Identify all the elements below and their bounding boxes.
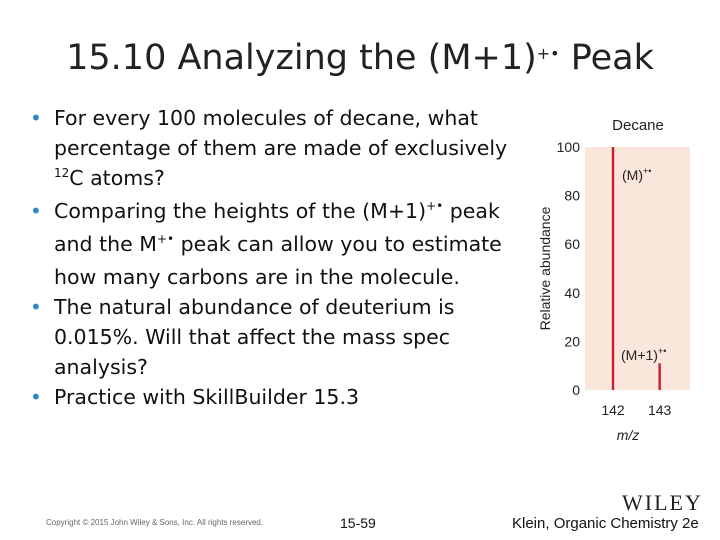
x-tick-labels: 142 143 bbox=[601, 402, 671, 418]
wiley-logo: WILEY bbox=[622, 490, 703, 515]
annotation-m-peak: (M)+• bbox=[622, 166, 651, 183]
y-tick-label: 40 bbox=[564, 285, 580, 301]
plot-area-band bbox=[585, 147, 690, 390]
y-tick-label: 0 bbox=[572, 382, 580, 398]
x-tick-label: 142 bbox=[601, 402, 625, 418]
x-axis-label: m/z bbox=[617, 427, 640, 443]
bullet-dot-icon: • bbox=[30, 385, 42, 409]
y-tick-label: 80 bbox=[564, 188, 580, 204]
annotation-m1-peak: (M+1)+• bbox=[621, 346, 666, 363]
y-tick-label: 60 bbox=[564, 236, 580, 252]
slide-title: 15.10 Analyzing the (M+1)+• Peak bbox=[0, 38, 720, 78]
bullet-item: • Comparing the heights of the (M+1)+• pe… bbox=[30, 196, 510, 292]
y-tick-label: 100 bbox=[557, 139, 581, 155]
page-number: 15-59 bbox=[340, 515, 376, 531]
bullet-dot-icon: • bbox=[30, 106, 42, 130]
bullet-item: • Practice with SkillBuilder 15.3 bbox=[30, 382, 510, 412]
title-superscript: +• bbox=[536, 44, 560, 63]
title-text: 15.10 Analyzing the (M+1) bbox=[66, 38, 537, 78]
chart-annotations: (M)+• (M+1)+• bbox=[621, 166, 666, 363]
y-axis-label: Relative abundance bbox=[537, 206, 553, 330]
book-citation: Klein, Organic Chemistry 2e bbox=[512, 515, 699, 532]
bullet-dot-icon: • bbox=[30, 295, 42, 319]
bullet-item: • For every 100 molecules of decane, what… bbox=[30, 103, 510, 196]
bullet-list: • For every 100 molecules of decane, what… bbox=[30, 103, 510, 412]
mass-spectrum-chart: Decane Relative abundance m/z 0 20 40 60 80 1… bbox=[537, 117, 690, 443]
x-tick-label: 143 bbox=[648, 402, 672, 418]
bar-mz-143 bbox=[658, 363, 661, 390]
chart-bars bbox=[611, 147, 661, 390]
chart-title: Decane bbox=[612, 117, 664, 134]
bullet-item: • The natural abundance of deuterium is 0… bbox=[30, 292, 510, 382]
y-tick-labels: 0 20 40 60 80 100 bbox=[557, 139, 581, 398]
plot-band bbox=[585, 147, 690, 390]
title-tail: Peak bbox=[559, 38, 654, 78]
copyright-notice: Copyright © 2015 John Wiley & Sons, Inc.… bbox=[46, 518, 264, 527]
y-tick-label: 20 bbox=[564, 333, 580, 349]
bullet-dot-icon: • bbox=[30, 199, 42, 223]
bar-mz-142 bbox=[611, 147, 615, 390]
